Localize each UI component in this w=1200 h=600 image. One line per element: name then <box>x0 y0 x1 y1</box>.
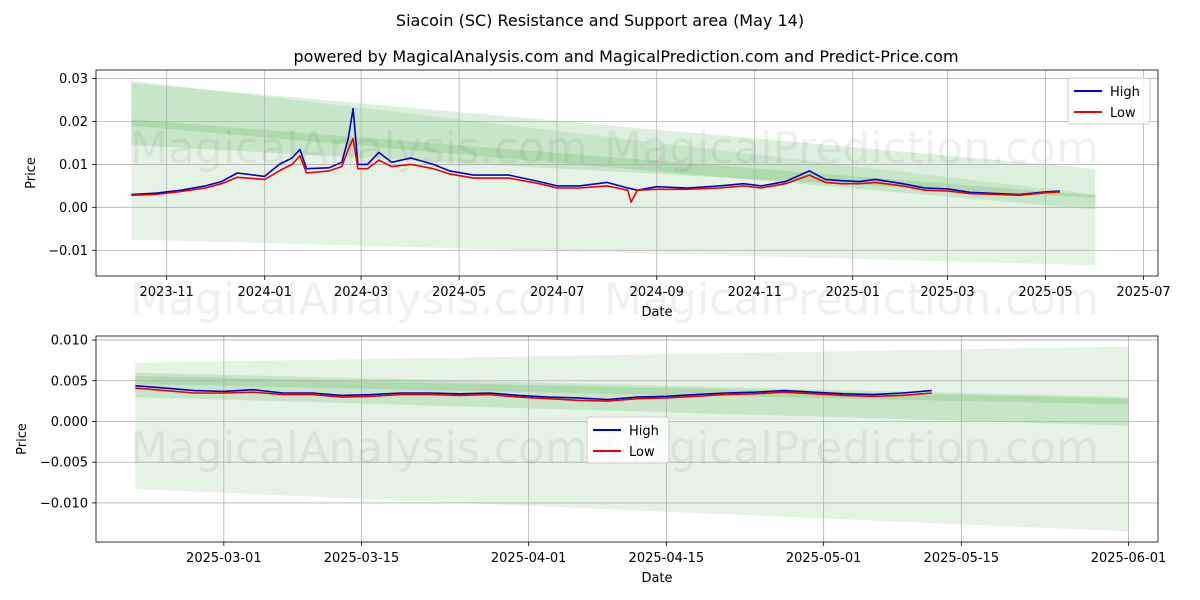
plot-frame <box>95 335 1159 543</box>
x-tick-label: 2025-05-15 <box>924 551 1000 566</box>
chart-subtitle: powered by MagicalAnalysis.com and Magic… <box>293 47 958 66</box>
x-tick-label: 2025-03-15 <box>324 551 400 566</box>
plot-frame <box>95 69 1159 277</box>
series-line-low <box>131 137 1061 203</box>
top-watermark-left: MagicalAnalysis.com <box>130 123 588 174</box>
series-line-low <box>135 387 932 402</box>
x-tick-label: 2025-06-01 <box>1091 551 1167 566</box>
band-0 <box>131 80 1096 266</box>
y-tick-label: −0.005 <box>40 456 88 471</box>
band-1 <box>131 82 1096 210</box>
y-tick-label: 0.03 <box>59 72 88 87</box>
legend-label-high: High <box>629 424 659 439</box>
y-tick-label: 0.01 <box>59 158 88 173</box>
legend-label-high: High <box>1110 85 1140 100</box>
top-axes-layer: 2023-11 2024-01 2024-03 2024-05 2024-07 2024-… <box>24 69 1171 320</box>
bottom-lines-layer <box>135 384 932 402</box>
x-tick-label: 2025-04-01 <box>491 551 567 566</box>
y-tick-label: 0.000 <box>51 415 88 430</box>
legend-label-low: Low <box>1110 106 1136 121</box>
x-tick-label: 2025-05-01 <box>786 551 862 566</box>
band-2 <box>135 375 1129 405</box>
x-tick-label: 2024-05 <box>432 285 486 300</box>
series-line-high <box>135 384 932 401</box>
x-tick-label: 2023-11 <box>140 285 194 300</box>
y-tick-label: −0.010 <box>40 496 88 511</box>
x-tick-label: 2024-01 <box>238 285 292 300</box>
top-watermark-layer: MagicalAnalysis.com MagicalPrediction.co… <box>130 123 1099 325</box>
x-tick-label: 2024-03 <box>334 285 388 300</box>
top-legend: High Low <box>1067 77 1151 125</box>
x-tick-label: 2025-01 <box>826 285 880 300</box>
mid-watermark-right: MagicalPrediction.com <box>604 274 1099 325</box>
y-axis-label: Price <box>24 157 39 189</box>
x-tick-label: 2025-04-15 <box>629 551 705 566</box>
top-lines-layer <box>131 107 1061 203</box>
x-tick-label: 2024-07 <box>530 285 584 300</box>
x-axis-label: Date <box>641 305 672 320</box>
legend-label-low: Low <box>629 445 655 460</box>
y-axis-label: Price <box>15 423 30 455</box>
chart-title: Siacoin (SC) Resistance and Support area… <box>396 11 804 30</box>
bottom-watermark-layer: MagicalAnalysis.com MagicalPrediction.co… <box>130 423 1099 474</box>
y-tick-label: 0.010 <box>51 334 88 349</box>
bottom-panel: MagicalAnalysis.com MagicalPrediction.co… <box>15 334 1166 586</box>
y-tick-label: 0.005 <box>51 374 88 389</box>
top-panel: MagicalAnalysis.com MagicalPrediction.co… <box>24 69 1171 325</box>
x-tick-label: 2025-05 <box>1018 285 1072 300</box>
y-tick-label: 0.02 <box>59 115 88 130</box>
band-2 <box>131 119 1096 198</box>
bottom-watermark-left: MagicalAnalysis.com <box>130 423 588 474</box>
x-tick-label: 2025-03-01 <box>186 551 262 566</box>
bottom-legend: High Low <box>586 416 670 464</box>
x-tick-label: 2024-09 <box>630 285 684 300</box>
bottom-watermark-right: MagicalPrediction.com <box>604 423 1099 474</box>
x-axis-label: Date <box>641 571 672 586</box>
y-tick-label: 0.00 <box>59 201 88 216</box>
x-tick-label: 2025-07 <box>1116 285 1170 300</box>
bottom-axes-layer: 2025-03-01 2025-03-15 2025-04-01 2025-04-15… <box>15 334 1166 586</box>
mid-watermark-left: MagicalAnalysis.com <box>130 274 588 325</box>
series-line-high <box>131 107 1061 196</box>
x-tick-label: 2025-03 <box>920 285 974 300</box>
top-watermark-right: MagicalPrediction.com <box>604 123 1099 174</box>
x-tick-label: 2024-11 <box>728 285 782 300</box>
y-tick-label: −0.01 <box>48 244 88 259</box>
top-band-layer <box>131 80 1096 266</box>
